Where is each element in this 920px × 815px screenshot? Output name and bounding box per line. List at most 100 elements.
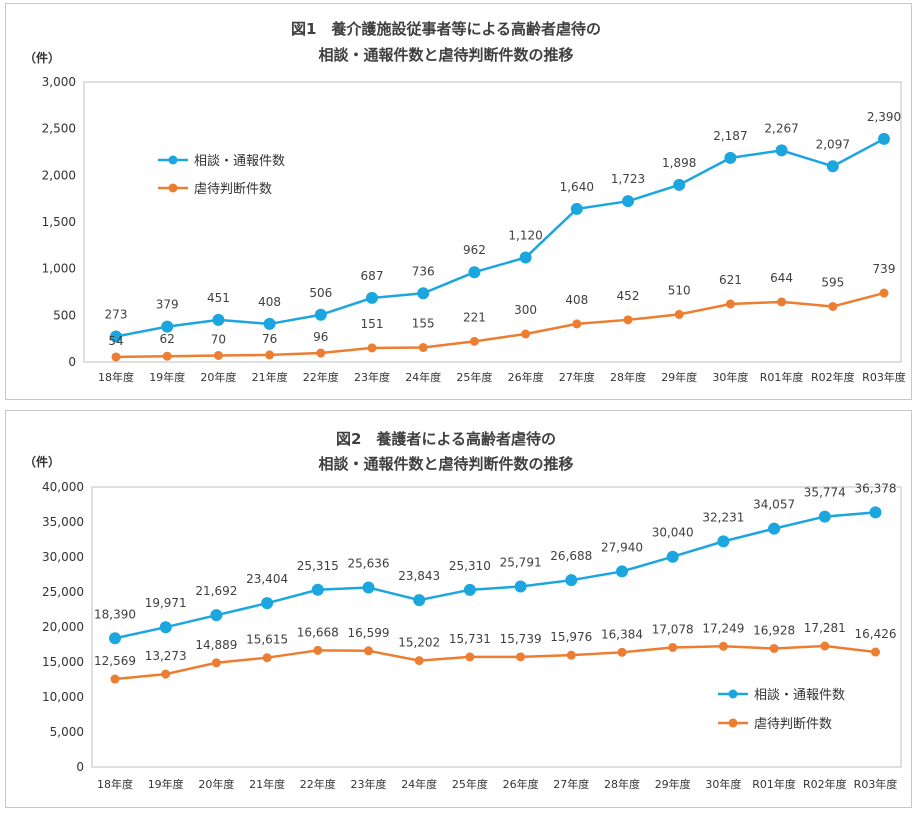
x-tick-label: 29年度 [661,370,697,384]
data-point-series-1 [366,291,378,304]
data-label-series-2: 510 [668,283,691,297]
plot-area-frame [91,486,902,768]
data-point-series-1 [109,632,121,645]
x-tick-label: 18年度 [98,370,134,384]
data-label-series-2: 595 [821,275,844,289]
data-point-series-1 [468,266,481,279]
x-tick-label: 22年度 [303,370,339,384]
x-tick-label: 27年度 [553,777,589,791]
x-tick-label: R02年度 [803,777,847,791]
data-label-series-1: 2,097 [816,137,850,151]
data-label-series-2: 15,731 [449,632,491,646]
data-point-series-1 [622,195,634,208]
data-label-series-2: 15,615 [246,633,288,647]
chart-panel-2: 図2 養護者による高齢者虐待の 相談・通報件数と虐待判断件数の推移 （件） 0 5,00… [5,410,912,808]
y-tick-label: 0 [76,760,84,774]
x-tick-label: 24年度 [405,370,441,384]
data-label-series-2: 12,569 [94,654,136,668]
data-point-series-1 [826,160,839,173]
data-point-series-2 [364,646,373,656]
data-point-series-1 [161,320,174,333]
data-point-series-2 [316,348,326,358]
data-point-series-2 [111,352,121,362]
data-point-series-1 [717,535,730,548]
legend-label-1: 相談・通報件数 [194,153,285,169]
data-point-series-1 [724,151,737,164]
y-tick-label: 10,000 [42,690,84,704]
data-point-series-1 [413,594,426,607]
data-point-series-2 [718,641,728,651]
data-label-series-1: 25,791 [500,555,542,569]
data-point-series-2 [414,656,424,666]
data-point-series-2 [313,645,323,655]
data-label-series-2: 16,426 [855,627,897,641]
x-tick-label: R01年度 [752,777,796,791]
data-label-series-2: 300 [514,303,537,317]
data-label-series-1: 26,688 [550,549,592,563]
y-tick-label: 2,500 [42,122,76,136]
x-tick-label: 27年度 [559,370,595,384]
data-label-series-1: 2,187 [713,129,747,143]
data-label-series-2: 15,739 [500,632,542,646]
data-label-series-2: 408 [565,293,588,307]
data-point-series-1 [878,132,890,145]
data-point-series-1 [775,144,788,157]
data-label-series-1: 736 [412,264,435,278]
data-point-series-1 [463,583,476,596]
plot-area-frame [83,81,902,363]
x-tick-label: 28年度 [610,370,646,384]
x-tick-label: 29年度 [655,777,691,791]
data-label-series-2: 739 [873,262,896,276]
data-point-series-2 [668,642,678,652]
x-tick-label: 20年度 [198,777,234,791]
data-label-series-1: 687 [361,269,384,283]
x-tick-label: 25年度 [452,777,488,791]
y-tick-label: 5,000 [50,725,84,739]
data-point-series-2 [262,653,272,663]
chart-subtitle: 相談・通報件数と虐待判断件数の推移 [318,455,573,473]
x-tick-label: R03年度 [854,777,898,791]
x-tick-label: 26年度 [508,370,544,384]
data-label-series-1: 1,723 [611,172,645,186]
x-tick-label: R01年度 [760,370,804,384]
y-tick-label: 500 [53,308,76,322]
data-label-series-2: 76 [262,332,277,346]
data-point-series-1 [311,583,324,596]
data-point-series-1 [519,251,532,264]
data-label-series-1: 1,120 [508,228,542,242]
series-line-2 [114,644,876,681]
data-label-series-1: 36,378 [855,481,897,495]
data-point-series-1 [314,308,327,321]
data-label-series-1: 32,231 [702,510,744,524]
x-tick-label: 20年度 [200,370,236,384]
data-point-series-2 [566,650,576,660]
legend-marker-1 [168,155,178,165]
x-tick-label: 26年度 [503,777,539,791]
data-point-series-2 [777,297,787,307]
y-tick-label: 35,000 [42,515,84,529]
data-label-series-2: 96 [313,330,328,344]
data-label-series-1: 1,898 [662,156,696,170]
series-line-2 [115,291,885,359]
data-point-series-1 [110,330,122,343]
data-label-series-2: 15,976 [550,630,592,644]
chart-title: 図1 養介護施設従事者等による高齢者虐待の [291,20,601,38]
data-point-series-2 [521,329,531,339]
data-label-series-1: 23,843 [398,569,440,583]
y-tick-label: 3,000 [42,75,76,89]
legend-marker-2 [728,718,738,728]
data-label-series-2: 644 [770,271,793,285]
data-point-series-2 [879,288,889,298]
data-label-series-1: 18,390 [94,607,136,621]
x-tick-label: 28年度 [604,777,640,791]
data-label-series-2: 16,668 [297,625,339,639]
data-point-series-2 [725,299,735,309]
x-tick-label: 18年度 [97,777,133,791]
chart-subtitle: 相談・通報件数と虐待判断件数の推移 [318,46,573,64]
y-tick-label: 30,000 [42,550,84,564]
data-point-series-2 [516,652,526,662]
data-label-series-2: 14,889 [195,638,237,652]
data-point-series-1 [768,522,781,535]
data-point-series-2 [211,658,221,668]
